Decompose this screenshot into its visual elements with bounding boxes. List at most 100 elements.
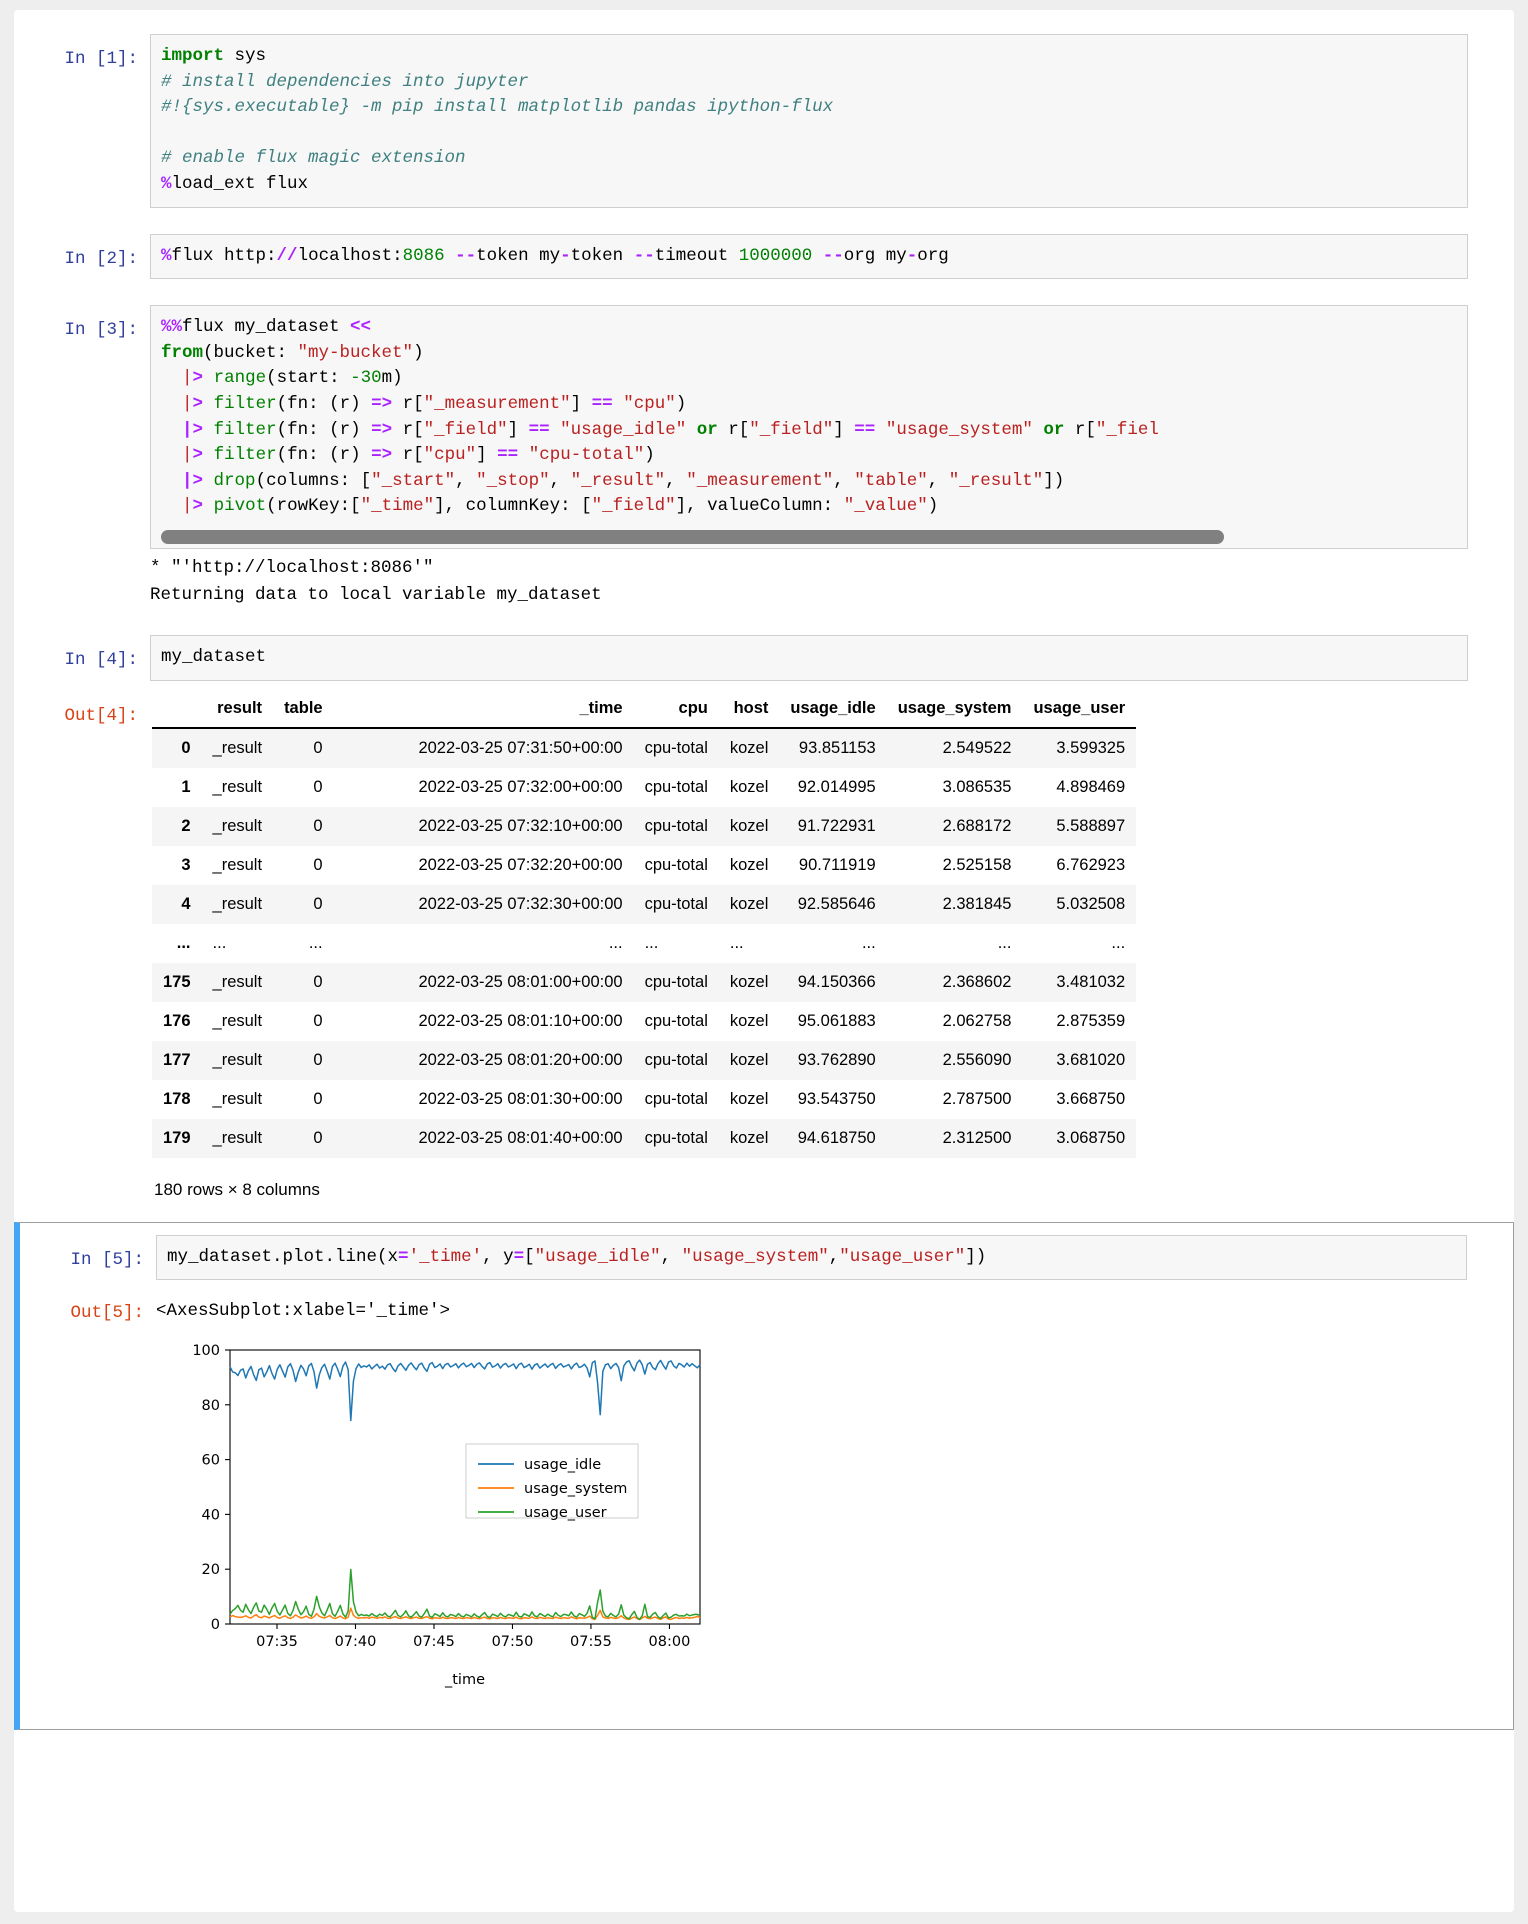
notebook-cell-5-selected[interactable]: In [5]: my_dataset.plot.line(x='_time', … [14,1221,1514,1731]
legend-label-usage-system: usage_system [524,1481,627,1497]
chart-series-group [229,1359,701,1621]
cell-4-output-row: Out[4]: result table _time cpu host usag… [14,691,1514,1200]
matplotlib-figure: 0 20 40 60 80 100 07:35 07:40 07:45 07:50 07:55 08… [20,1326,1513,1711]
table-row: 176 _result 0 2022-03-25 08:01:10+00:00 cpu-… [152,1001,1137,1041]
cell-1-input[interactable]: import sys # install dependencies into j… [150,34,1468,208]
cell-time: 2022-03-25 07:32:10+00:00 [418,816,623,835]
cell-table: 0 [313,777,323,796]
cell-3-input[interactable]: %%flux my_dataset << from(bucket: "my-bu… [150,305,1468,549]
cell-time: 2022-03-25 08:01:10+00:00 [418,1011,623,1030]
dataframe-table: result table _time cpu host usage_idle u… [152,694,1137,1158]
dataframe-col-usage-idle: usage_idle [779,694,887,729]
series-line-usage-system [229,1607,701,1621]
cell-usage_idle: 92.014995 [797,777,876,796]
cell-host: kozel [729,894,769,913]
cell-usage_user: 6.762923 [1056,855,1126,874]
scrollbar-thumb[interactable] [161,529,1224,544]
cell-usage_system: 2.549522 [942,738,1012,757]
dataframe-col-usage-system: usage_system [886,694,1023,729]
cell-3-prompt: In [3]: [64,320,138,341]
notebook-cell-4[interactable]: In [4]: my_dataset [14,634,1514,681]
cell-4-code: my_dataset [161,646,267,667]
y-tick-label: 100 [192,1343,220,1359]
cell-usage_idle: 95.061883 [797,1011,876,1030]
notebook-cell-1[interactable]: In [1]: import sys # install dependencie… [14,34,1514,208]
cell-cpu: cpu-total [644,738,708,757]
x-tick-label: 07:45 [413,1634,455,1650]
notebook-cell-5[interactable]: In [5]: my_dataset.plot.line(x='_time', … [20,1234,1513,1281]
cell-5-out-prompt: Out[5]: [70,1303,144,1324]
cell-host: kozel [729,1089,769,1108]
cell-table: ... [308,933,323,952]
cell-usage_idle: ... [861,933,876,952]
cell-5-repr: <AxesSubplot:xlabel='_time'> [156,1301,451,1322]
row-index: ... [176,933,191,952]
x-tick-label: 07:50 [492,1634,534,1650]
notebook-cell-2[interactable]: In [2]: %flux http://localhost:8086 --to… [14,233,1514,280]
cell-cpu: cpu-total [644,1011,708,1030]
cell-host: kozel [729,1011,769,1030]
table-row: 178 _result 0 2022-03-25 08:01:30+00:00 cpu-… [152,1079,1137,1119]
cell-usage_user: 3.481032 [1056,972,1126,991]
line-chart: 0 20 40 60 80 100 07:35 07:40 07:45 07:50 07:55 08… [170,1336,730,1707]
dataframe-shape: 180 rows × 8 columns [154,1179,320,1199]
dataframe-col-result: result [201,694,274,729]
cell-5-output-row: Out[5]: <AxesSubplot:xlabel='_time'> [20,1288,1513,1326]
cell-time: ... [608,933,623,952]
cell-time: 2022-03-25 08:01:30+00:00 [418,1089,623,1108]
cell-host: kozel [729,738,769,757]
series-line-usage-idle [229,1359,701,1422]
legend-label-usage-user: usage_user [524,1505,607,1521]
spacer [14,279,1514,305]
dataframe-body: 0 _result 0 2022-03-25 07:31:50+00:00 cpu-to… [152,727,1137,1158]
cell-time: 2022-03-25 07:32:20+00:00 [418,855,623,874]
spacer [14,208,1514,234]
chart-y-axis: 0 20 40 60 80 100 [192,1343,230,1633]
cell-host: kozel [729,972,769,991]
cell-result: _result [212,894,263,913]
cell-2-input[interactable]: %flux http://localhost:8086 --token my-t… [150,233,1468,280]
cell-5-input[interactable]: my_dataset.plot.line(x='_time', y=["usag… [156,1234,1467,1281]
y-tick-label: 60 [202,1453,220,1469]
cell-4-out-prompt: Out[4]: [64,705,138,726]
cell-3-stdout-row: * "'http://localhost:8086'" Returning da… [14,549,1514,609]
cell-table: 0 [313,1089,323,1108]
row-index: 178 [163,1089,191,1108]
cell-result: _result [212,816,263,835]
x-tick-label: 07:55 [570,1634,612,1650]
cell-time: 2022-03-25 08:01:20+00:00 [418,1050,623,1069]
row-index: 175 [163,972,191,991]
cell-1-code: import sys # install dependencies into j… [161,46,834,194]
cell-usage_user: 3.681020 [1056,1050,1126,1069]
cell-usage_user: 5.032508 [1056,894,1126,913]
notebook-cell-3[interactable]: In [3]: %%flux my_dataset << from(bucket… [14,305,1514,549]
cell-usage_system: 2.368602 [942,972,1012,991]
cell-usage_user: 3.668750 [1056,1089,1126,1108]
cell-usage_idle: 93.543750 [797,1089,876,1108]
row-index: 177 [163,1050,191,1069]
cell-usage_user: 3.068750 [1056,1128,1126,1147]
cell-table: 0 [313,1050,323,1069]
cell-host: kozel [729,855,769,874]
cell-usage_system: 2.556090 [942,1050,1012,1069]
chart-axes-frame [229,1349,701,1625]
dataframe-header: result table _time cpu host usage_idle u… [152,694,1137,729]
cell-4-prompt: In [4]: [64,649,138,670]
row-index: 176 [163,1011,191,1030]
cell-4-input[interactable]: my_dataset [150,634,1468,681]
y-tick-label: 0 [211,1617,220,1633]
cell-host: kozel [729,1050,769,1069]
cell-usage_system: 2.312500 [942,1128,1012,1147]
cell-usage_user: ... [1111,933,1126,952]
cell-cpu: cpu-total [644,972,708,991]
table-row: 2 _result 0 2022-03-25 07:32:10+00:00 cpu-to… [152,806,1137,846]
horizontal-scrollbar[interactable] [161,529,1457,544]
cell-result: _result [212,1089,263,1108]
row-index: 1 [181,777,191,796]
cell-time: 2022-03-25 07:32:30+00:00 [418,894,623,913]
cell-cpu: cpu-total [644,777,708,796]
cell-cpu: cpu-total [644,1128,708,1147]
cell-usage_system: 3.086535 [942,777,1012,796]
cell-cpu: cpu-total [644,894,708,913]
cell-5-prompt: In [5]: [70,1249,144,1270]
